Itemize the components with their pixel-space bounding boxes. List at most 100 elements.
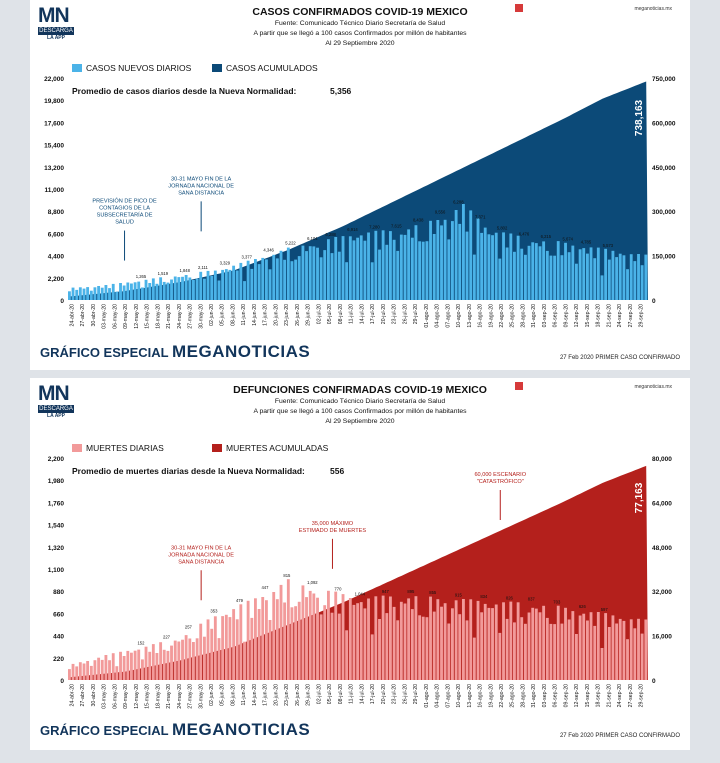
daily-bar: [381, 230, 385, 300]
daily-bar: [261, 597, 265, 680]
bar-value-label: 815: [283, 573, 291, 578]
daily-bar: [560, 255, 564, 300]
daily-bar: [440, 225, 443, 300]
daily-bar: [483, 603, 487, 680]
daily-bar: [297, 601, 301, 680]
daily-bar: [480, 232, 484, 300]
daily-bar: [578, 249, 582, 300]
daily-bar: [170, 645, 173, 680]
daily-bar: [560, 623, 564, 680]
daily-bar: [604, 248, 608, 300]
daily-bar: [177, 277, 181, 300]
annotation-text: SALUD: [115, 220, 134, 226]
daily-bar: [374, 230, 378, 300]
legend-daily-label: CASOS NUEVOS DIARIOS: [86, 63, 192, 73]
daily-bar: [232, 609, 236, 680]
daily-bar: [224, 614, 228, 680]
x-tick-label: 20-jun-20: [273, 304, 279, 326]
bar-value-label: 770: [334, 586, 342, 591]
legend-daily-label: MUERTES DIARIAS: [86, 443, 164, 453]
y-right-tick-label: 600,000: [652, 120, 676, 127]
daily-bar: [564, 242, 567, 300]
daily-bar: [301, 245, 305, 300]
daily-bar: [133, 282, 137, 300]
daily-bar: [487, 607, 491, 680]
daily-bar: [410, 237, 414, 300]
deaths-chart-panel: MN DESCARGA LA APP meganoticias.mx DEFUN…: [30, 378, 690, 750]
daily-bar: [78, 287, 82, 300]
bar-value-label: 2,111: [198, 265, 209, 270]
daily-bar: [545, 617, 549, 680]
daily-bar: [472, 637, 476, 680]
daily-bar: [155, 283, 159, 300]
bar-value-label: 5,802: [497, 225, 508, 230]
daily-bar: [195, 638, 199, 680]
daily-bar: [465, 231, 469, 300]
x-tick-label: 28-ago-20: [520, 304, 526, 328]
daily-bar: [414, 225, 418, 300]
daily-bar: [137, 281, 141, 300]
daily-bar: [421, 616, 425, 680]
y-left-tick-label: 22,000: [44, 76, 64, 83]
daily-bar: [618, 618, 622, 680]
daily-bar: [232, 265, 236, 300]
daily-bar: [89, 665, 93, 680]
annotation-text: DE NUEVOS CASOS EN: [432, 117, 495, 123]
x-tick-label: 24-sep-20: [617, 304, 623, 327]
daily-bar: [327, 590, 330, 680]
x-tick-label: 18-may-20: [155, 304, 161, 329]
daily-bar: [370, 634, 374, 680]
daily-bar: [399, 601, 403, 680]
y-right-tick-label: 32,000: [652, 589, 672, 596]
x-tick-label: 27-abr-20: [80, 304, 86, 327]
x-tick-label: 04-ago-20: [435, 304, 441, 328]
daily-bar: [141, 287, 144, 300]
daily-bar: [414, 596, 418, 680]
y-left-tick-label: 660: [53, 611, 64, 618]
daily-bar: [403, 234, 407, 300]
daily-bar: [151, 278, 155, 300]
daily-bar: [637, 254, 640, 300]
x-tick-label: 02-jul-20: [316, 304, 322, 324]
x-tick-label: 29-jul-20: [413, 304, 419, 324]
x-tick-label: 24-sep-20: [617, 684, 623, 707]
daily-bar: [316, 247, 319, 300]
daily-bar: [626, 639, 629, 680]
daily-bar: [290, 261, 294, 300]
daily-bar: [429, 596, 432, 680]
x-tick-label: 09-sep-20: [563, 304, 569, 327]
daily-bar: [607, 259, 611, 300]
daily-bar: [513, 251, 516, 300]
daily-bar: [575, 263, 578, 300]
daily-bar: [93, 287, 97, 300]
annotation-text: 60,000 ESCENARIO: [474, 472, 526, 478]
x-tick-label: 06-may-20: [112, 304, 118, 329]
daily-bar: [119, 283, 122, 300]
daily-bar: [600, 275, 604, 300]
daily-bar: [166, 650, 170, 680]
bar-value-label: 1,848: [179, 268, 190, 273]
legend-cumulative-label: MUERTES ACUMULADAS: [226, 443, 329, 453]
x-tick-label: 03-may-20: [102, 304, 108, 329]
legend-daily-swatch: [72, 444, 82, 452]
x-tick-label: 20-jul-20: [381, 304, 387, 324]
daily-bar: [308, 246, 312, 300]
daily-bar: [556, 605, 560, 680]
x-tick-label: 27-abr-20: [80, 684, 86, 707]
y-right-tick-label: 0: [652, 298, 656, 305]
x-tick-label: 15-sep-20: [585, 684, 591, 707]
x-tick-label: 27-may-20: [188, 304, 194, 329]
cases-subtitle-3: Al 29 Septiembre 2020: [325, 40, 395, 47]
cumulative-final-label: 77,163: [634, 482, 645, 513]
daily-bar: [582, 248, 586, 300]
daily-bar: [571, 611, 575, 680]
x-tick-label: 21-may-20: [166, 304, 172, 329]
annotation-text: 35,000 MÁXIMO: [312, 520, 354, 527]
daily-bar: [527, 245, 531, 300]
x-tick-label: 29-sep-20: [639, 684, 645, 707]
daily-bar: [199, 271, 203, 300]
daily-bar: [192, 642, 195, 680]
y-right-tick-label: 150,000: [652, 254, 676, 261]
bar-value-label: 3,377: [241, 255, 252, 260]
daily-bar: [454, 210, 458, 300]
